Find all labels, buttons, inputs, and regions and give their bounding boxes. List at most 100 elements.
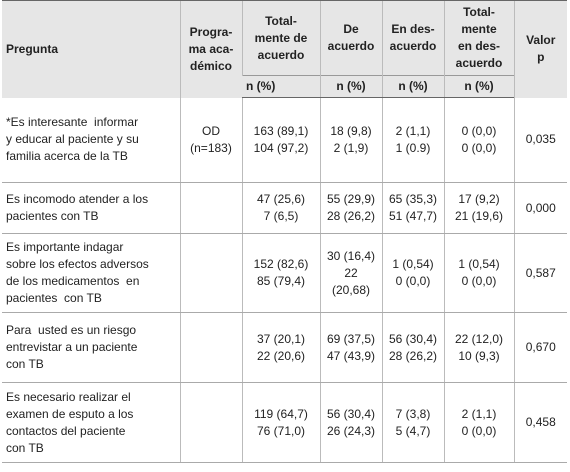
cell-line: Es importante indagar bbox=[6, 240, 124, 254]
cell-line: 152 (82,6) bbox=[253, 257, 309, 271]
table-cell: 2 (1,1) 0 (0,0) bbox=[443, 382, 514, 463]
cell-line: 163 (89,1) bbox=[253, 124, 309, 138]
table-cell: 56 (30,4) 26 (24,3) bbox=[319, 382, 382, 463]
cell-line: Valor bbox=[526, 33, 556, 48]
table-cell: 163 (89,1) 104 (97,2) bbox=[241, 97, 320, 183]
cell-line: contactos del paciente bbox=[6, 423, 126, 438]
cell-line: De bbox=[343, 22, 359, 36]
cell-line: 47 (43,9) bbox=[326, 348, 376, 363]
cell-line: sobre los efectos adversos bbox=[6, 257, 149, 271]
cell-line: 0,670 bbox=[525, 340, 556, 354]
cell-line: mente bbox=[461, 22, 497, 36]
cell-line: 0,458 bbox=[525, 415, 556, 429]
cell-line: 7 (3,8) bbox=[395, 406, 431, 421]
table-cell bbox=[179, 382, 242, 463]
table-cell: 0 (0,0) 0 (0,0) bbox=[443, 97, 514, 183]
cell-line: 1 (0.9) bbox=[395, 141, 431, 155]
table-cell: 18 (9,8) 2 (1,9) bbox=[319, 97, 382, 183]
table-row: Es importante indagar sobre los efectos a… bbox=[2, 233, 567, 313]
cell-line: p bbox=[537, 50, 545, 65]
table-cell: 0,035 bbox=[513, 97, 567, 183]
table-cell: 37 (20,1) 22 (20,6) bbox=[241, 312, 320, 383]
header-row: Pregunta Progra-ma aca-démico Total-mente … bbox=[2, 0, 567, 98]
table-cell: Para usted es un riesgo entrevistar a un … bbox=[2, 312, 180, 383]
survey-table: Pregunta Progra-ma aca-démico Total-mente … bbox=[2, 0, 567, 463]
cell-line: *Es interesante informar bbox=[6, 115, 139, 130]
header-cell: Total-mente en des-acuerdo bbox=[443, 0, 514, 76]
cell-line: 0 (0,0) bbox=[461, 141, 497, 155]
cell-line: Para usted es un riesgo bbox=[6, 323, 137, 337]
cell-line: 0 (0,0) bbox=[461, 274, 497, 288]
table-cell: 47 (25,6) 7 (6,5) bbox=[241, 182, 320, 234]
cell-line: Progra- bbox=[189, 24, 233, 39]
cell-line: 2 (1,1) bbox=[395, 124, 431, 138]
header-cell: Progra-ma aca-démico bbox=[179, 0, 242, 98]
cell-line: Pregunta bbox=[6, 41, 59, 56]
cell-line: En des- bbox=[391, 22, 435, 36]
table-cell bbox=[179, 233, 242, 313]
cell-line: (n=183) bbox=[190, 140, 232, 155]
cell-line: 28 (26,2) bbox=[326, 209, 376, 223]
cell-line: 56 (30,4) bbox=[388, 331, 438, 346]
header-cell: Valor p bbox=[513, 0, 567, 98]
unit-cell: n (%) bbox=[242, 75, 320, 98]
cell-line: 0,587 bbox=[525, 265, 556, 280]
cell-line: OD bbox=[202, 123, 220, 138]
cell-line: acuerdo bbox=[257, 47, 305, 62]
table-row: Es incomodo atender a los pacientes con T… bbox=[2, 182, 567, 234]
cell-line: familia acerca de la TB bbox=[6, 149, 128, 164]
table-cell: 56 (30,4) 28 (26,2) bbox=[381, 312, 444, 383]
table-cell: 0,000 bbox=[513, 182, 567, 234]
table-cell: 0,587 bbox=[513, 233, 567, 313]
units-row: n (%) n (%) n (%) n (%) bbox=[2, 75, 567, 98]
header-cell: Total-mente de acuerdo bbox=[241, 0, 320, 76]
cell-line: 0,000 bbox=[525, 200, 556, 215]
cell-line: 22 bbox=[344, 265, 358, 280]
cell-line: 22 (12,0) bbox=[454, 331, 504, 346]
table-cell: Es necesario realizar el examen de esputo… bbox=[2, 382, 180, 463]
cell-line: démico bbox=[189, 58, 232, 73]
cell-line: 22 (20,6) bbox=[256, 348, 306, 363]
cell-line: 7 (6,5) bbox=[263, 209, 299, 223]
cell-line: pacientes con TB bbox=[6, 291, 102, 305]
cell-line: con TB bbox=[6, 440, 44, 455]
header-cell: Pregunta bbox=[2, 0, 180, 98]
cell-line: mente de bbox=[254, 30, 308, 45]
table-cell: 1 (0,54) 0 (0,0) bbox=[443, 233, 514, 313]
cell-line: examen de esputo a los bbox=[6, 406, 134, 421]
cell-line: ma aca- bbox=[188, 41, 234, 56]
cell-line: 1 (0,54) bbox=[392, 257, 434, 271]
table-cell: 69 (37,5) 47 (43,9) bbox=[319, 312, 382, 383]
table-cell: Es importante indagar sobre los efectos a… bbox=[2, 233, 180, 313]
table-cell bbox=[179, 182, 242, 234]
table-cell bbox=[179, 312, 242, 383]
cell-line: de los medicamentos en bbox=[6, 274, 140, 288]
cell-line: 85 (79,4) bbox=[256, 274, 306, 288]
cell-line: 0 (0,0) bbox=[461, 423, 497, 438]
cell-line: en des- bbox=[457, 39, 500, 53]
cell-line: (20,68) bbox=[331, 282, 371, 297]
cell-line: 2 (1,1) bbox=[461, 406, 497, 421]
cell-line: 65 (35,3) bbox=[388, 192, 438, 206]
cell-line: 51 (47,7) bbox=[388, 209, 438, 223]
cell-line: 0,035 bbox=[525, 132, 556, 147]
cell-line: 5 (4,7) bbox=[395, 423, 431, 438]
table-cell: *Es interesante informar y educar al paci… bbox=[2, 97, 180, 183]
cell-line: Es necesario realizar el bbox=[6, 389, 131, 404]
cell-line: con TB bbox=[6, 357, 44, 371]
table-cell: 55 (29,9) 28 (26,2) bbox=[319, 182, 382, 234]
table-cell: 65 (35,3) 51 (47,7) bbox=[381, 182, 444, 234]
table-row: Es necesario realizar el examen de esputo… bbox=[2, 382, 567, 463]
cell-line: acuerdo bbox=[455, 56, 503, 70]
cell-line: 2 (1,9) bbox=[333, 141, 369, 155]
cell-line: pacientes con TB bbox=[6, 209, 99, 223]
table-cell: 7 (3,8) 5 (4,7) bbox=[381, 382, 444, 463]
cell-line: acuerdo bbox=[389, 39, 437, 53]
table-body: Pregunta Progra-ma aca-démico Total-mente … bbox=[2, 0, 567, 463]
cell-line: 37 (20,1) bbox=[256, 331, 306, 346]
table-cell: 1 (0,54) 0 (0,0) bbox=[381, 233, 444, 313]
cell-line: 104 (97,2) bbox=[253, 141, 309, 155]
cell-line: 18 (9,8) bbox=[330, 124, 372, 138]
cell-line: 10 (9,3) bbox=[458, 348, 500, 363]
